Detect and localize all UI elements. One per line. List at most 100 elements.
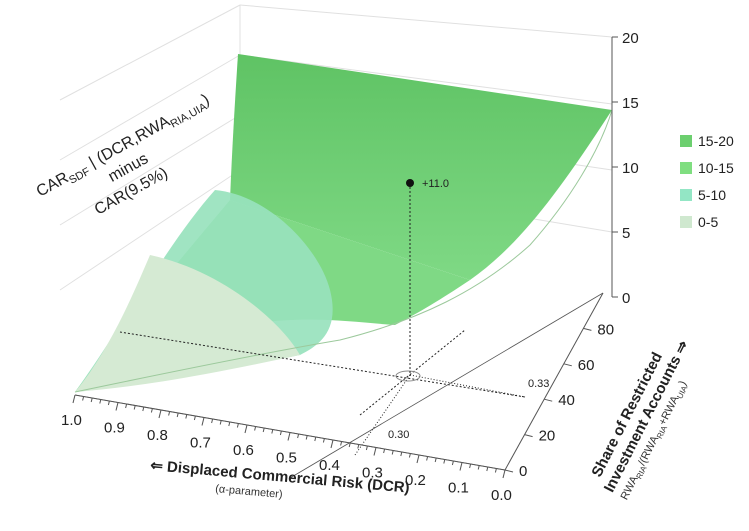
x-tick-mark-6	[330, 439, 334, 449]
x-minor-tick-5-1	[297, 433, 300, 439]
z-tick-marks	[612, 36, 618, 298]
y-tick-label-2: 40	[558, 392, 575, 409]
x-tick-mark-4	[244, 424, 248, 434]
x-minor-tick-0-3	[99, 399, 102, 404]
grid-line-left-z10	[59, 114, 241, 226]
x-minor-tick-8-2	[434, 457, 437, 463]
share-guide-line	[119, 331, 526, 398]
x-tick-label-1: 0.9	[104, 420, 125, 437]
x-tick-mark-3	[201, 417, 205, 426]
x-tick-mark-7	[373, 447, 377, 456]
x-minor-tick-4-1	[254, 426, 257, 431]
y-tick-mark-2	[544, 398, 553, 402]
x-minor-tick-1-3	[142, 406, 145, 412]
x-tick-mark-1	[115, 402, 119, 411]
grid-line-left-z5	[59, 169, 241, 291]
x-tick-marks	[72, 394, 506, 479]
x-minor-tick-9-4	[494, 468, 497, 473]
z-tick-label-1: 5	[622, 225, 630, 242]
grid-line-left-z15	[59, 54, 241, 161]
x-tick-label-6: 0.4	[319, 457, 340, 474]
x-minor-tick-8-3	[443, 459, 446, 464]
x-minor-tick-1-4	[150, 408, 153, 413]
x-minor-tick-7-4	[408, 453, 411, 458]
x-tick-label-0: 1.0	[61, 412, 82, 429]
x-tick-labels: 1.0 0.9 0.8 0.7 0.6 0.5 0.4 0.3 0.2 0.1 0.0	[61, 412, 512, 504]
x-minor-tick-3-4	[236, 423, 239, 428]
floor-line-share	[409, 374, 526, 398]
x-minor-tick-5-3	[314, 436, 317, 442]
x-tick-label-3: 0.7	[190, 435, 211, 452]
x-minor-tick-1-1	[125, 403, 128, 409]
x-tick-label-2: 0.8	[147, 427, 168, 444]
share-marker-label: 0.33	[528, 378, 549, 390]
y-axis-line	[504, 292, 604, 471]
legend-label-3: 0-5	[698, 214, 718, 230]
x-minor-tick-4-4	[279, 430, 282, 436]
x-tick-mark-0	[72, 394, 76, 404]
x-minor-tick-7-2	[391, 450, 394, 455]
x-minor-tick-2-3	[185, 414, 188, 419]
x-minor-tick-2-1	[168, 411, 171, 416]
x-minor-tick-6-3	[357, 444, 360, 449]
z-tick-label-2: 10	[622, 160, 639, 177]
legend-swatch-2	[680, 189, 692, 201]
x-tick-mark-2	[158, 409, 162, 419]
x-minor-tick-3-1	[211, 418, 214, 424]
z-tick-label-4: 20	[622, 30, 639, 47]
x-minor-tick-6-1	[340, 441, 343, 446]
x-tick-mark-10	[502, 469, 506, 479]
grid-line-z20	[239, 4, 613, 38]
z-tick-label-3: 15	[622, 95, 639, 112]
x-minor-tick-8-4	[451, 460, 454, 466]
x-minor-tick-9-1	[469, 463, 472, 469]
floor-line-dcr	[354, 374, 411, 456]
point-label: +11.0	[422, 178, 449, 190]
x-minor-tick-7-3	[400, 451, 403, 457]
x-minor-tick-7-1	[383, 448, 386, 454]
y-tick-mark-4	[583, 327, 592, 331]
surface	[74, 54, 613, 393]
x-tick-label-10: 0.0	[491, 487, 512, 504]
x-axis: 1.0 0.9 0.8 0.7 0.6 0.5 0.4 0.3 0.2 0.1 0.0 ⇐ Disp…	[61, 394, 512, 504]
z-tick-label-0: 0	[622, 290, 630, 307]
x-minor-tick-6-2	[348, 442, 351, 448]
x-tick-label-9: 0.1	[448, 480, 469, 497]
x-minor-tick-8-1	[426, 456, 429, 461]
y-tick-label-1: 20	[539, 428, 556, 445]
x-minor-tick-2-4	[193, 415, 196, 421]
legend-label-2: 5-10	[698, 187, 726, 203]
surface-band-15-20	[230, 54, 612, 280]
x-minor-tick-0-4	[107, 400, 110, 406]
x-tick-label-7: 0.3	[362, 465, 383, 482]
grid-line-left-z20	[59, 4, 241, 101]
y-tick-mark-1	[524, 434, 533, 438]
x-minor-tick-0-2	[90, 397, 93, 403]
x-minor-tick-0-1	[82, 396, 85, 401]
x-tick-label-5: 0.5	[276, 450, 297, 467]
y-tick-marks	[504, 327, 592, 473]
y-tick-mark-0	[504, 469, 514, 473]
y-tick-label-0: 0	[519, 463, 527, 480]
y-tick-mark-3	[563, 363, 572, 367]
x-tick-label-8: 0.2	[405, 472, 426, 489]
x-minor-tick-3-2	[219, 420, 222, 425]
legend-swatch-1	[680, 162, 692, 174]
surface-front-edge	[74, 109, 613, 393]
x-minor-tick-9-2	[477, 465, 480, 470]
x-minor-tick-2-2	[176, 412, 179, 418]
legend: 15-20 10-15 5-10 0-5	[680, 133, 734, 230]
x-minor-tick-3-3	[228, 421, 231, 427]
x-minor-tick-1-2	[133, 405, 136, 410]
x-axis-sublabel: (α-parameter)	[215, 483, 283, 501]
x-tick-mark-8	[416, 454, 420, 464]
floor-diagonal	[289, 292, 604, 479]
legend-swatch-0	[680, 135, 692, 147]
x-minor-tick-5-4	[322, 438, 325, 443]
floor-point-marker	[395, 370, 421, 382]
point-marker	[406, 179, 414, 187]
x-tick-label-4: 0.6	[233, 442, 254, 459]
x-tick-mark-9	[459, 462, 463, 471]
dcr-marker-label: 0.30	[388, 429, 409, 441]
